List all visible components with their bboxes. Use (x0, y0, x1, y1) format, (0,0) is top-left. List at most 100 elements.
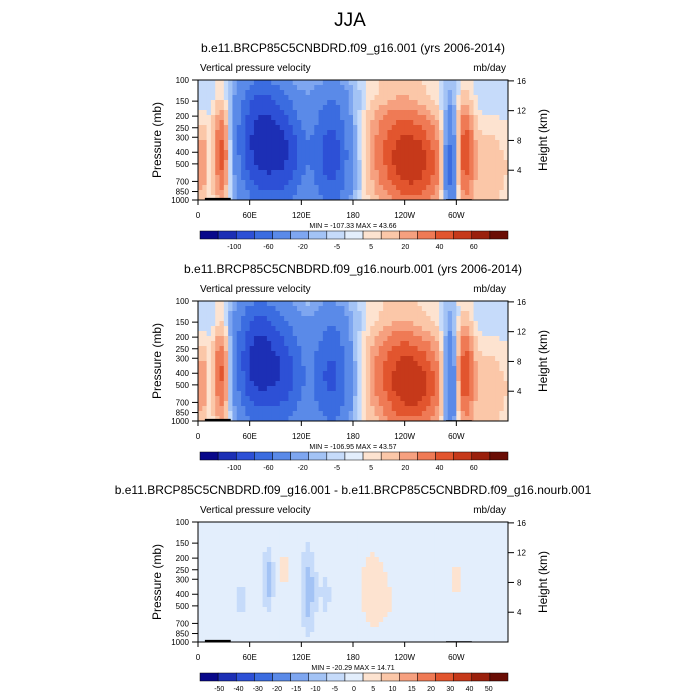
heatmap-cell (447, 90, 453, 96)
heatmap-cell (249, 165, 255, 171)
heatmap-cell (262, 125, 268, 131)
heatmap-cell (396, 542, 401, 548)
heatmap-cell (206, 155, 212, 161)
heatmap-cell (309, 612, 315, 618)
heatmap-cell (301, 416, 307, 422)
heatmap-cell (279, 80, 285, 86)
heatmap-cell (348, 592, 354, 598)
heatmap-cell (314, 190, 319, 196)
heatmap-cell (322, 185, 328, 191)
heatmap-cell (344, 406, 350, 412)
heatmap-cell (460, 602, 466, 608)
heatmap-cell (456, 336, 462, 342)
heatmap-cell (391, 356, 397, 362)
heatmap-cell (495, 567, 500, 573)
heatmap-cell (206, 336, 212, 342)
heatmap-cell (365, 356, 371, 362)
heatmap-cell (314, 361, 319, 367)
heatmap-cell (460, 195, 466, 201)
heatmap-cell (305, 105, 311, 111)
heatmap-cell (460, 190, 466, 196)
heatmap-cell (340, 301, 345, 307)
heatmap-cell (430, 401, 436, 407)
heatmap-cell (335, 336, 341, 342)
heatmap-cell (439, 597, 444, 603)
heatmap-cell (335, 110, 341, 116)
heatmap-cell (210, 135, 216, 141)
heatmap-cell (460, 130, 466, 136)
heatmap-cell (288, 361, 294, 367)
heatmap-cell (447, 361, 453, 367)
heatmap-cell (236, 597, 242, 603)
heatmap-cell (301, 110, 307, 116)
heatmap-cell (469, 105, 474, 111)
heatmap-cell (198, 532, 203, 538)
heatmap-cell (460, 587, 466, 593)
heatmap-cell (258, 175, 263, 181)
heatmap-cell (344, 356, 350, 362)
heatmap-cell (232, 175, 238, 181)
heatmap-cell (236, 321, 242, 327)
heatmap-cell (284, 185, 289, 191)
heatmap-cell (490, 85, 496, 91)
heatmap-cell (309, 587, 315, 593)
heatmap-cell (309, 401, 315, 407)
heatmap-cell (340, 552, 345, 558)
heatmap-cell (318, 376, 324, 382)
heatmap-cell (275, 145, 281, 151)
colorbar-swatch (326, 451, 346, 461)
heatmap-cell (417, 120, 423, 126)
heatmap-cell (383, 190, 388, 196)
heatmap-cell (271, 386, 276, 392)
heatmap-cell (348, 542, 354, 548)
heatmap-cell (249, 301, 255, 307)
heatmap-cell (387, 592, 393, 598)
heatmap-cell (292, 406, 298, 412)
heatmap-cell (297, 175, 302, 181)
heatmap-cell (400, 95, 406, 101)
heatmap-cell (374, 587, 380, 593)
heatmap-cell (348, 401, 354, 407)
heatmap-cell (348, 301, 354, 307)
heatmap-cell (318, 306, 324, 312)
heatmap-cell (348, 100, 354, 106)
heatmap-cell (482, 532, 487, 538)
heatmap-cell (262, 105, 268, 111)
heatmap-cell (495, 411, 500, 417)
heatmap-cell (370, 391, 375, 397)
heatmap-cell (482, 351, 487, 357)
heatmap-cell (464, 311, 470, 317)
heatmap-cell (219, 85, 225, 91)
heatmap-cell (400, 562, 406, 568)
heatmap-cell (396, 160, 401, 166)
heatmap-cell (421, 356, 427, 362)
heatmap-cell (253, 155, 259, 161)
heatmap-cell (413, 577, 418, 583)
heatmap-cell (387, 341, 393, 347)
heatmap-cell (378, 301, 384, 307)
heatmap-cell (353, 552, 358, 558)
heatmap-cell (473, 135, 479, 141)
heatmap-cell (408, 346, 414, 352)
heatmap-cell (490, 341, 496, 347)
heatmap-cell (408, 547, 414, 553)
heatmap-cell (266, 391, 272, 397)
heatmap-cell (434, 587, 440, 593)
heatmap-cell (348, 361, 354, 367)
heatmap-cell (241, 532, 246, 538)
heatmap-cell (469, 532, 474, 538)
heatmap-cell (232, 331, 238, 337)
heatmap-cell (434, 552, 440, 558)
heatmap-cell (210, 170, 216, 176)
heatmap-cell (365, 195, 371, 201)
heatmap-cell (469, 341, 474, 347)
heatmap-cell (241, 617, 246, 623)
heatmap-cell (460, 316, 466, 322)
heatmap-cell (430, 386, 436, 392)
heatmap-cell (331, 90, 337, 96)
heatmap-cell (279, 130, 285, 136)
heatmap-cell (417, 522, 423, 528)
heatmap-cell (482, 321, 487, 327)
heatmap-cell (460, 120, 466, 126)
heatmap-cell (198, 582, 203, 588)
